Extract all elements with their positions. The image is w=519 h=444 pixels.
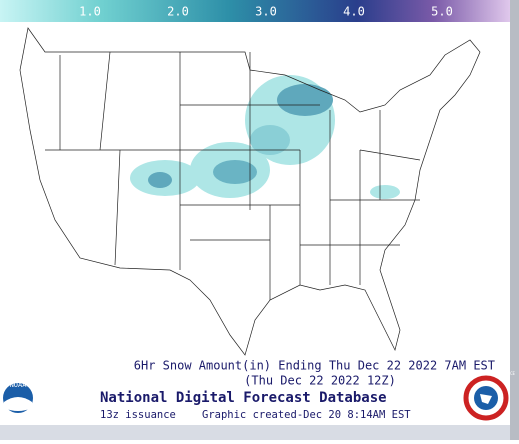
snow-areas	[130, 75, 400, 199]
colorbar-label: 1.0	[79, 5, 101, 19]
colorbar-label: 2.0	[167, 5, 189, 19]
scroll-strip	[510, 0, 519, 440]
colorbar	[0, 0, 510, 22]
noaa-logo	[1, 381, 35, 415]
issuance: 13z issuance	[100, 409, 176, 421]
created: Graphic created-Dec 20 8:14AM EST	[202, 409, 411, 421]
noaa-label: NOAA	[10, 381, 28, 389]
caption-line2: (Thu Dec 22 2022 12Z)	[244, 374, 396, 388]
caption-line1: 6Hr Snow Amount(in) Ending Thu Dec 22 20…	[134, 359, 495, 373]
footer-title: National Digital Forecast Database	[100, 390, 387, 406]
nws-label: NATIONAL WEATHER SERVICE	[457, 371, 515, 376]
us-outline	[19, 27, 481, 356]
colorbar-label: 3.0	[255, 5, 277, 19]
colorbar-label: 5.0	[431, 5, 453, 19]
bottom-strip	[0, 425, 510, 440]
nws-logo	[463, 375, 509, 421]
colorbar-label: 4.0	[343, 5, 365, 19]
